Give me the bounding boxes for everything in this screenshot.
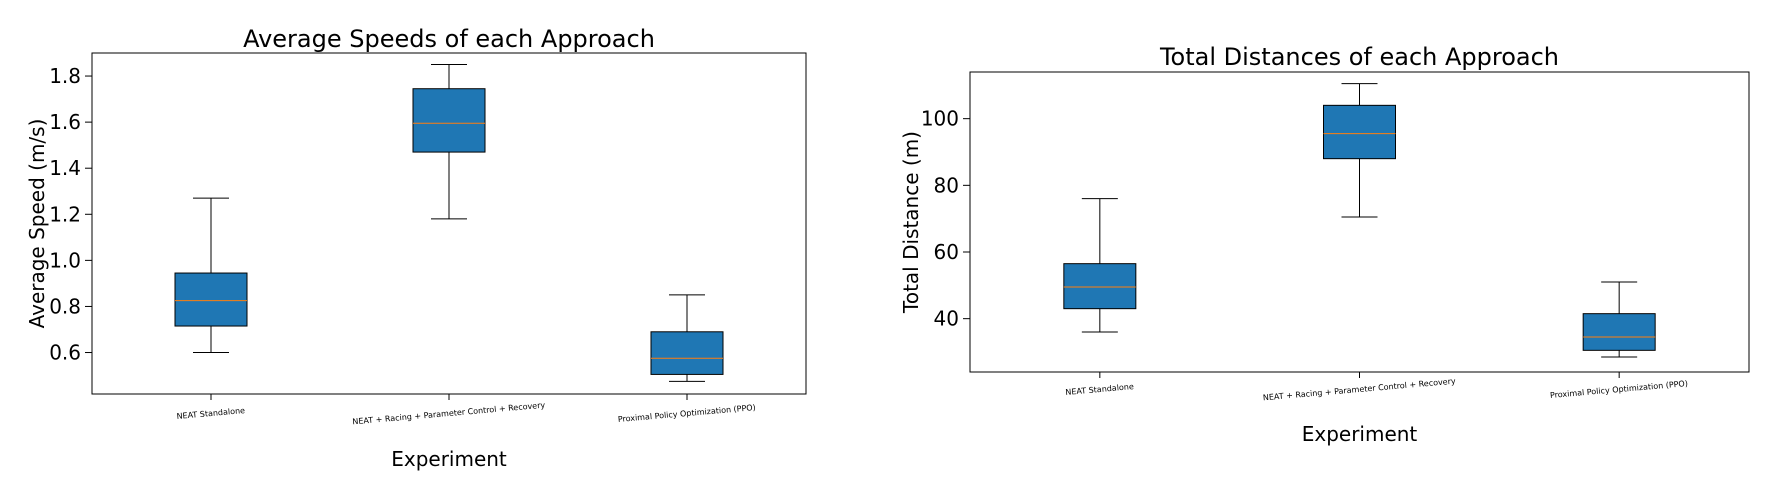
plot-frame	[91, 52, 807, 395]
y-tick-label: 80	[934, 173, 959, 197]
y-tick-label: 0.6	[49, 341, 81, 365]
y-tick-label: 1.2	[49, 202, 81, 226]
y-axis-label: Total Distance (m)	[899, 131, 923, 314]
iqr-box	[412, 88, 486, 153]
box-1	[1063, 198, 1137, 333]
x-tick-label: NEAT Standalone	[1065, 382, 1134, 397]
chart-1: Average Speeds of each Approach 0.6 0.8 1.0…	[25, 25, 807, 471]
x-tick-label: Proximal Policy Optimization (PPO)	[1550, 379, 1689, 400]
y-tick-label: 100	[921, 107, 959, 131]
y-tick-label: 0.8	[49, 294, 81, 318]
x-tick-label: NEAT Standalone	[176, 406, 245, 421]
x-tick-label: Proximal Policy Optimization (PPO)	[617, 403, 756, 424]
y-axis-label: Average Speed (m/s)	[25, 119, 49, 329]
y-tick-label: 1.8	[49, 64, 81, 88]
iqr-box	[650, 331, 724, 375]
box-2	[1323, 83, 1396, 218]
x-axis-label: Experiment	[391, 447, 507, 471]
iqr-box	[1063, 263, 1137, 310]
x-tick-label: NEAT + Racing + Parameter Control + Reco…	[352, 401, 546, 427]
chart-title: Total Distances of each Approach	[1159, 43, 1559, 71]
y-tick-label: 1.6	[49, 110, 81, 134]
x-tick-label: NEAT + Racing + Parameter Control + Reco…	[1263, 377, 1457, 403]
y-tick-label: 40	[934, 307, 959, 331]
y-tick-label: 1.0	[49, 248, 81, 272]
box-3	[650, 294, 724, 382]
chart-title: Average Speeds of each Approach	[243, 25, 655, 53]
iqr-box	[174, 272, 248, 327]
chart-2: Total Distances of each Approach 40 60 80 10…	[899, 43, 1750, 446]
box-2	[412, 64, 486, 220]
box-1	[174, 197, 248, 354]
iqr-box	[1323, 104, 1396, 160]
y-tick-label: 1.4	[49, 156, 81, 180]
box-3	[1582, 281, 1656, 358]
plot-frame	[969, 71, 1750, 373]
y-tick-label: 60	[934, 240, 959, 264]
x-axis-label: Experiment	[1302, 422, 1418, 446]
iqr-box	[1582, 313, 1656, 351]
